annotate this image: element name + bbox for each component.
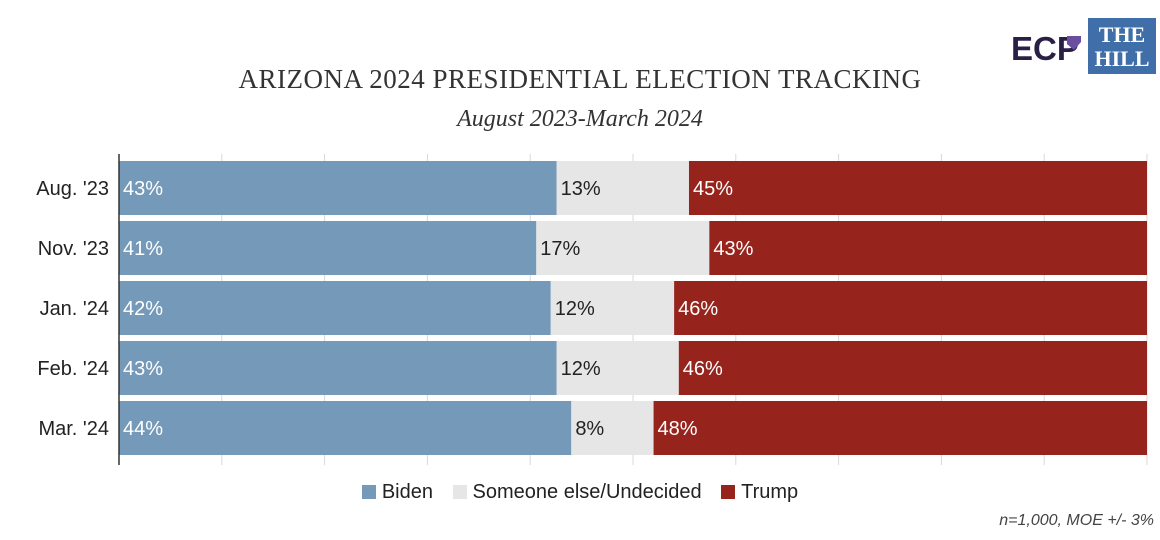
ecp-check-mark — [1067, 36, 1081, 50]
category-label: Nov. '23 — [38, 238, 109, 260]
ecp-logo-text: ECP — [1011, 30, 1079, 64]
ecp-logo: ECP — [1011, 30, 1081, 64]
data-label: 46% — [678, 298, 718, 320]
data-label: 43% — [123, 178, 163, 200]
the-hill-logo: THE HILL — [1088, 18, 1156, 74]
chart-subtitle: August 2023-March 2024 — [457, 106, 703, 132]
category-label: Aug. '23 — [36, 178, 109, 200]
legend: Biden Someone else/Undecided Trump — [0, 481, 1160, 504]
data-label: 45% — [693, 178, 733, 200]
data-label: 17% — [540, 238, 580, 260]
bar-biden — [119, 401, 572, 455]
the-hill-logo-line1: THE — [1098, 22, 1146, 47]
data-label: 12% — [561, 358, 601, 380]
legend-swatch-biden — [361, 485, 376, 499]
data-label: 42% — [123, 298, 163, 320]
bar-biden — [119, 221, 537, 275]
legend-swatch-undecided — [452, 485, 467, 499]
bar-trump — [653, 401, 1147, 455]
bar-biden — [119, 281, 551, 335]
data-label: 12% — [555, 298, 595, 320]
bar-trump — [688, 161, 1147, 215]
legend-item-biden: Biden — [361, 481, 433, 504]
legend-label-biden: Biden — [381, 481, 433, 503]
sample-note: n=1,000, MOE +/- 3% — [999, 512, 1154, 529]
bar-biden — [119, 161, 557, 215]
data-label: 41% — [123, 238, 163, 260]
legend-label-trump: Trump — [741, 481, 799, 503]
bar-undecided — [536, 221, 710, 275]
legend-item-undecided: Someone else/Undecided — [452, 481, 702, 504]
bar-trump — [678, 341, 1147, 395]
data-label: 43% — [123, 358, 163, 380]
bar-trump — [709, 221, 1147, 275]
bar-trump — [674, 281, 1147, 335]
data-label: 8% — [575, 418, 604, 440]
legend-swatch-trump — [721, 485, 736, 499]
data-label: 44% — [123, 418, 163, 440]
bar-biden — [119, 341, 557, 395]
legend-item-trump: Trump — [721, 481, 798, 504]
the-hill-logo-line2: HILL — [1094, 46, 1150, 71]
data-label: 48% — [658, 418, 698, 440]
data-label: 46% — [683, 358, 723, 380]
category-label: Feb. '24 — [37, 358, 109, 380]
bar-undecided — [550, 281, 675, 335]
bar-undecided — [556, 341, 679, 395]
category-label: Mar. '24 — [38, 418, 109, 440]
legend-label-undecided: Someone else/Undecided — [472, 481, 702, 503]
data-label: 13% — [561, 178, 601, 200]
bar-undecided — [571, 401, 654, 455]
bar-undecided — [556, 161, 689, 215]
category-label: Jan. '24 — [40, 298, 109, 320]
data-label: 43% — [713, 238, 753, 260]
chart-title: ARIZONA 2024 PRESIDENTIAL ELECTION TRACK… — [238, 64, 922, 94]
